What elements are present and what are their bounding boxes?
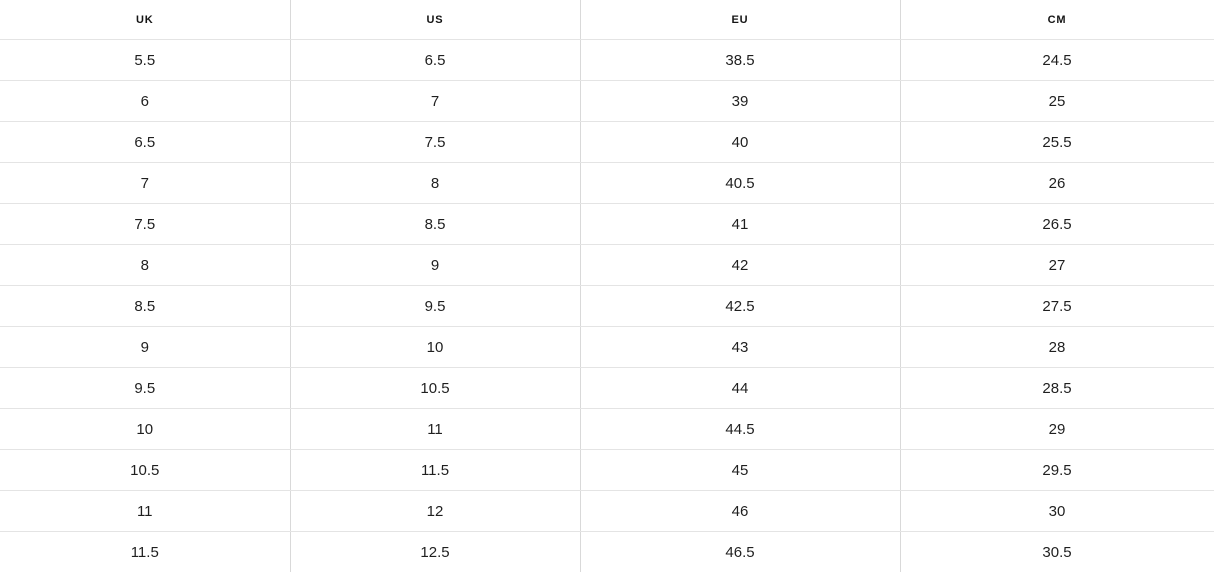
table-cell-eu: 40.5 [580, 163, 900, 204]
table-cell-uk: 11.5 [0, 532, 290, 572]
table-cell-us: 8 [290, 163, 580, 204]
table-cell-cm: 24.5 [900, 40, 1214, 81]
table-cell-cm: 29 [900, 409, 1214, 450]
table-cell-cm: 28 [900, 327, 1214, 368]
table-cell-us: 8.5 [290, 204, 580, 245]
table-cell-uk: 7.5 [0, 204, 290, 245]
table-cell-uk: 10 [0, 409, 290, 450]
table-cell-uk: 11 [0, 491, 290, 532]
table-cell-eu: 43 [580, 327, 900, 368]
table-cell-cm: 26 [900, 163, 1214, 204]
table-cell-cm: 26.5 [900, 204, 1214, 245]
column-header-cm: CM [900, 0, 1214, 40]
table-cell-us: 9 [290, 245, 580, 286]
table-cell-eu: 40 [580, 122, 900, 163]
table-cell-uk: 9 [0, 327, 290, 368]
table-cell-eu: 39 [580, 81, 900, 122]
table-cell-cm: 25 [900, 81, 1214, 122]
table-cell-eu: 46.5 [580, 532, 900, 572]
table-cell-cm: 29.5 [900, 450, 1214, 491]
table-cell-cm: 28.5 [900, 368, 1214, 409]
table-cell-us: 6.5 [290, 40, 580, 81]
table-cell-us: 12.5 [290, 532, 580, 572]
table-cell-eu: 46 [580, 491, 900, 532]
table-cell-uk: 10.5 [0, 450, 290, 491]
table-cell-us: 11.5 [290, 450, 580, 491]
table-cell-cm: 27 [900, 245, 1214, 286]
table-cell-eu: 38.5 [580, 40, 900, 81]
table-cell-uk: 8 [0, 245, 290, 286]
table-cell-uk: 7 [0, 163, 290, 204]
table-cell-eu: 45 [580, 450, 900, 491]
table-cell-cm: 25.5 [900, 122, 1214, 163]
table-cell-eu: 44 [580, 368, 900, 409]
table-cell-eu: 41 [580, 204, 900, 245]
table-cell-us: 12 [290, 491, 580, 532]
table-cell-cm: 27.5 [900, 286, 1214, 327]
table-cell-us: 11 [290, 409, 580, 450]
table-cell-cm: 30.5 [900, 532, 1214, 572]
table-cell-us: 10 [290, 327, 580, 368]
table-cell-uk: 9.5 [0, 368, 290, 409]
column-header-eu: EU [580, 0, 900, 40]
table-cell-us: 10.5 [290, 368, 580, 409]
table-cell-eu: 44.5 [580, 409, 900, 450]
column-header-uk: UK [0, 0, 290, 40]
table-cell-eu: 42 [580, 245, 900, 286]
table-cell-uk: 8.5 [0, 286, 290, 327]
table-cell-uk: 6.5 [0, 122, 290, 163]
table-cell-uk: 5.5 [0, 40, 290, 81]
table-cell-eu: 42.5 [580, 286, 900, 327]
table-cell-us: 7 [290, 81, 580, 122]
table-cell-uk: 6 [0, 81, 290, 122]
table-cell-us: 7.5 [290, 122, 580, 163]
table-cell-us: 9.5 [290, 286, 580, 327]
column-header-us: US [290, 0, 580, 40]
table-cell-cm: 30 [900, 491, 1214, 532]
